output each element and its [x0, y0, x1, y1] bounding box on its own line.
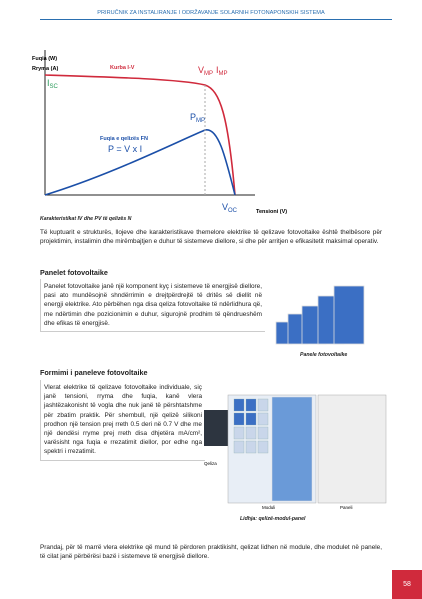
paragraph: Të kuptuarit e strukturës, llojeve dhe k… — [40, 229, 382, 246]
panels-image — [275, 285, 365, 345]
section-heading: Panelet fotovoltaike — [40, 268, 108, 277]
power-curve-label: Fuqia e qelizës FN — [100, 136, 148, 142]
cells-caption: Lidhja: qelizë-modul-panel — [240, 516, 306, 522]
pmp-label: PMP — [190, 112, 205, 124]
cell-label: Qeliza — [204, 461, 217, 466]
figure1-caption: Karakteristikat IV dhe PV të qelizës N — [40, 216, 132, 222]
vmp-imp-label: VMP IMP — [198, 65, 228, 77]
header-rule — [40, 19, 392, 20]
cell-module-panel-image: Qeliza Moduli Paneli — [204, 394, 387, 510]
power-curve — [44, 129, 236, 196]
section-heading: Formimi i paneleve fotovoltaike — [40, 368, 148, 377]
iv-chart: Fuqia (W) Rryma (A) Kurba I-V ISC VMP IMP… — [32, 50, 287, 215]
iv-curve — [44, 74, 236, 196]
panel — [317, 394, 387, 504]
panels-caption: Panele fotovoltaike — [300, 352, 348, 358]
module-label: Moduli — [262, 505, 275, 510]
voltage-axis-label: Tensioni (V) — [256, 209, 287, 215]
isc-label: ISC — [47, 78, 59, 90]
paragraph: Prandaj, për të marrë vlera elektrike që… — [40, 544, 382, 561]
panel-label: Paneli — [340, 505, 353, 510]
section-text: Vlerat elektrike të qelizave fotovoltaik… — [40, 380, 205, 461]
power-axis-label: Fuqia (W) — [32, 56, 57, 62]
iv-curve-label: Kurba I-V — [110, 65, 135, 71]
voc-label: VOC — [222, 202, 238, 214]
current-axis-label: Rryma (A) — [32, 66, 58, 72]
formula: P = V x I — [108, 144, 142, 154]
page-number: 58 — [392, 570, 422, 599]
header-title: PRIRUČNIK ZA INSTALIRANJE I ODRŽAVANJE S… — [97, 10, 325, 16]
section-text: Panelet fotovoltaike janë një komponent … — [40, 279, 265, 333]
